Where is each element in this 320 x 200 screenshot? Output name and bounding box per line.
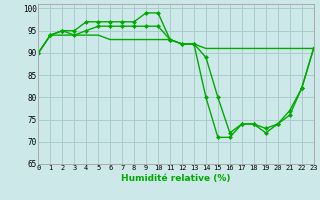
X-axis label: Humidité relative (%): Humidité relative (%)	[121, 174, 231, 183]
